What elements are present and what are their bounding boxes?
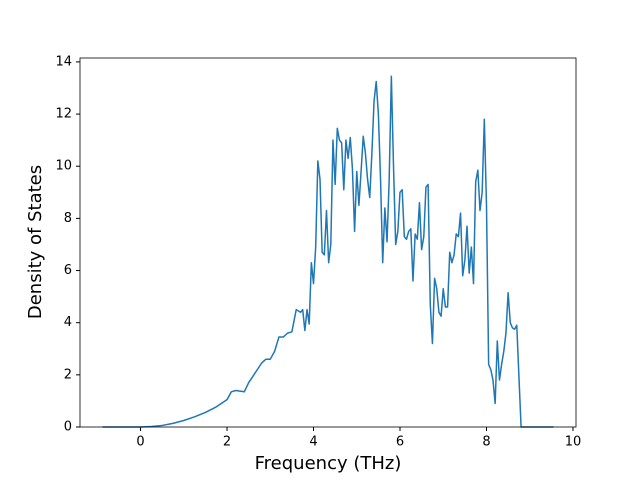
y-tick-label: 12 — [55, 107, 72, 122]
x-tick-label: 2 — [223, 435, 231, 450]
y-tick-label: 6 — [64, 263, 72, 278]
y-tick-label: 10 — [55, 159, 72, 174]
y-tick-label: 0 — [64, 420, 72, 435]
y-tick-label: 14 — [55, 54, 72, 69]
y-tick-label: 2 — [64, 367, 72, 382]
line-series — [102, 75, 554, 428]
y-axis-label: Density of States — [25, 165, 46, 319]
x-axis-label: Frequency (THz) — [255, 453, 402, 474]
x-tick-label: 10 — [565, 435, 582, 450]
x-tick-label: 8 — [482, 435, 490, 450]
x-tick-label: 6 — [396, 435, 404, 450]
y-tick-label: 4 — [64, 315, 72, 330]
x-tick-label: 0 — [136, 435, 144, 450]
x-tick-label: 4 — [309, 435, 317, 450]
plot-frame — [79, 57, 577, 428]
y-tick-label: 8 — [64, 211, 72, 226]
